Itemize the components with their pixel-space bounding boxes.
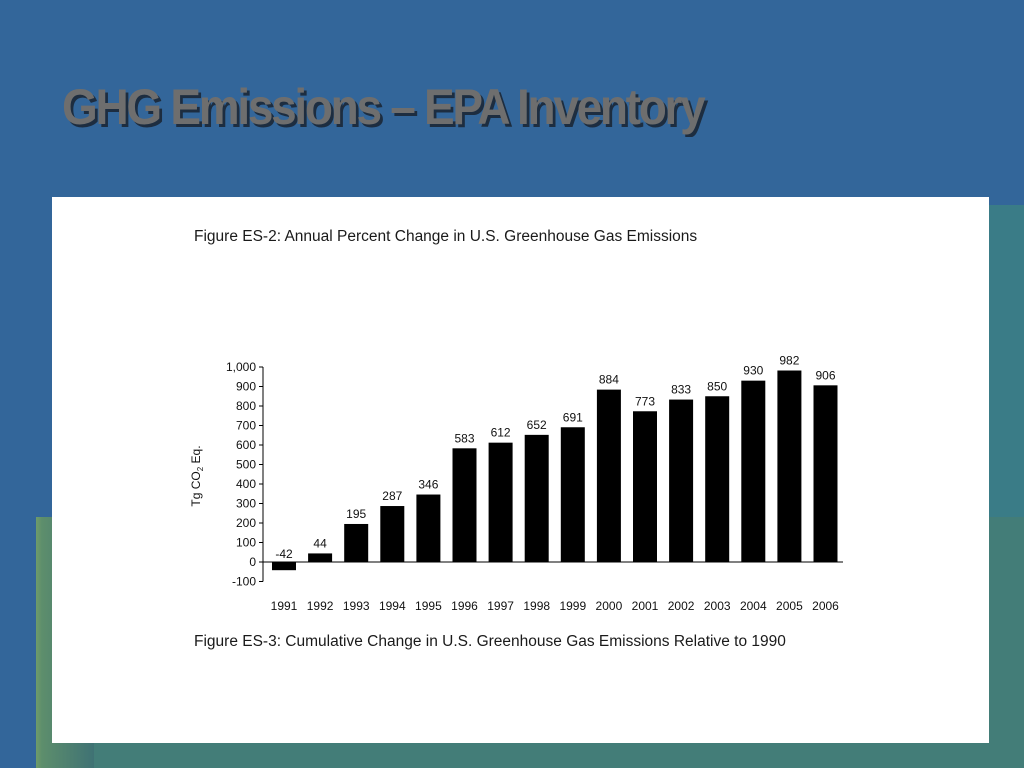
y-tick-label: 700 [236,419,256,433]
data-label: 583 [454,431,474,445]
bar [596,389,621,562]
bar [560,427,585,562]
data-label: 44 [313,536,327,550]
data-label: 850 [707,379,727,393]
x-tick-label: 2004 [740,599,767,613]
bar [416,494,441,562]
x-tick-label: 2003 [704,599,731,613]
y-axis-label: Tg CO2 Eq. [189,445,205,506]
y-tick-label: 100 [236,536,256,550]
data-label: 982 [779,354,799,368]
x-tick-label: 1999 [559,599,586,613]
x-tick-label: 1995 [415,599,442,613]
y-tick-label: 800 [236,399,256,413]
y-tick-label: 500 [236,458,256,472]
x-tick-label: 2000 [596,599,623,613]
data-label: 884 [599,373,619,387]
y-tick-label: 400 [236,477,256,491]
x-tick-label: 1992 [307,599,334,613]
bar [488,442,513,562]
bar [344,523,369,562]
x-tick-label: 2006 [812,599,839,613]
slide-title: GHG Emissions – EPA Inventory [62,79,706,135]
y-axis-label-main: Tg CO [188,471,203,507]
bar [633,411,657,562]
data-label: 612 [491,426,511,440]
bar [272,562,296,571]
x-tick-label: 1998 [523,599,550,613]
y-tick-label: 600 [236,438,256,452]
bar [380,506,405,562]
bar [308,553,333,562]
x-tick-label: 2002 [668,599,695,613]
y-tick-label: 1,000 [226,360,256,374]
data-label: 346 [418,478,438,492]
data-label: 691 [563,410,583,424]
data-label: 906 [815,368,835,382]
y-axis-label-subscript: 2 [196,466,206,472]
y-axis-label-tail: Eq. [188,445,203,467]
data-label: 930 [743,364,763,378]
bar [524,434,549,562]
data-label: 195 [346,507,366,521]
bar [813,385,838,562]
bar [705,396,730,562]
x-tick-label: 1996 [451,599,478,613]
y-tick-label: -100 [232,575,256,589]
x-tick-label: 2005 [776,599,803,613]
data-label: 833 [671,383,691,397]
data-label: -42 [275,547,293,561]
x-tick-label: 1997 [487,599,514,613]
data-label: 287 [382,489,402,503]
y-tick-label: 900 [236,380,256,394]
bar [741,380,766,562]
figure-caption-bottom: Figure ES-3: Cumulative Change in U.S. G… [194,633,786,650]
data-label: 773 [635,394,655,408]
y-tick-label: 200 [236,516,256,530]
x-tick-label: 1993 [343,599,370,613]
y-tick-label: 0 [249,555,256,569]
x-tick-label: 2001 [632,599,659,613]
bar [452,448,477,562]
bar [777,370,802,562]
y-tick-label: 300 [236,497,256,511]
x-tick-label: 1994 [379,599,406,613]
data-label: 652 [527,418,547,432]
x-tick-label: 1991 [271,599,298,613]
figure-caption-top: Figure ES-2: Annual Percent Change in U.… [194,228,698,245]
bar [669,399,694,562]
